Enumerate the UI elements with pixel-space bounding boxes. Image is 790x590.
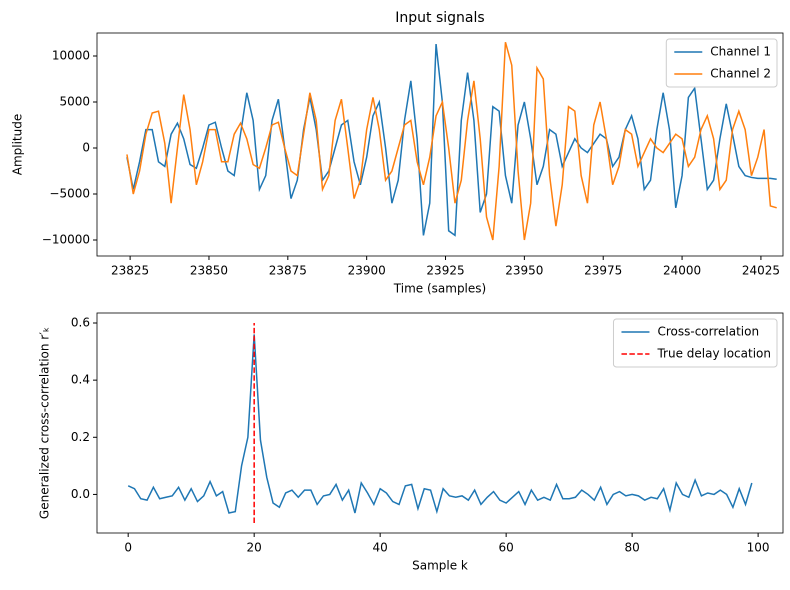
x-tick-label: 23925 xyxy=(426,264,464,278)
x-tick-label: 100 xyxy=(747,541,770,555)
x-tick-label: 23850 xyxy=(190,264,228,278)
x-axis-label: Time (samples) xyxy=(393,282,486,296)
legend-frame xyxy=(665,38,778,88)
x-tick-label: 23950 xyxy=(505,264,543,278)
axes: 23825 23850 23875 23900 23925 23950 23975 24000… xyxy=(11,10,784,296)
axes: 0 20 40 60 80 100 0.0 0.2 0.4 0.6 Sample k Generali… xyxy=(38,312,784,573)
series-line xyxy=(126,43,777,237)
legend: Channel 1 Channel 2 xyxy=(665,38,778,88)
y-tick-label: −10000 xyxy=(42,232,90,246)
y-tick-label: 10000 xyxy=(52,48,90,62)
y-tick-label: 0.2 xyxy=(71,430,90,444)
x-tick-label: 40 xyxy=(373,541,388,555)
axes-frame xyxy=(96,32,784,257)
legend-label: Channel 1 xyxy=(710,45,771,59)
x-tick-label: 24000 xyxy=(663,264,701,278)
y-tick-label: 0.6 xyxy=(71,316,90,330)
legend-label: True delay location xyxy=(656,347,771,361)
y-axis-label: Generalized cross-correlation r′ₖ xyxy=(38,327,52,519)
x-tick-label: 60 xyxy=(499,541,514,555)
x-tick-label: 20 xyxy=(247,541,262,555)
x-tick-label: 0 xyxy=(124,541,132,555)
legend-label: Channel 2 xyxy=(710,67,771,81)
y-axis-label: Amplitude xyxy=(11,114,25,176)
series-line xyxy=(127,334,753,515)
x-tick-label: 24025 xyxy=(742,264,780,278)
x-tick-label: 23900 xyxy=(348,264,386,278)
y-tick-label: 0.4 xyxy=(71,373,90,387)
x-tick-label: 80 xyxy=(624,541,639,555)
y-tick-label: 0 xyxy=(82,140,90,154)
series-line xyxy=(126,42,777,241)
x-axis-label: Sample k xyxy=(412,559,468,573)
chart-title: Input signals xyxy=(395,10,484,26)
x-tick-label: 23875 xyxy=(269,264,307,278)
axes-frame xyxy=(96,312,784,534)
x-tick-label: 23975 xyxy=(584,264,622,278)
x-tick-label: 23825 xyxy=(111,264,149,278)
y-tick-label: −5000 xyxy=(49,186,90,200)
y-tick-label: 5000 xyxy=(59,94,90,108)
legend-frame xyxy=(612,318,778,368)
legend-label: Cross-correlation xyxy=(657,325,759,339)
legend: Cross-correlation True delay location xyxy=(612,318,778,368)
y-tick-label: 0.0 xyxy=(71,487,90,501)
